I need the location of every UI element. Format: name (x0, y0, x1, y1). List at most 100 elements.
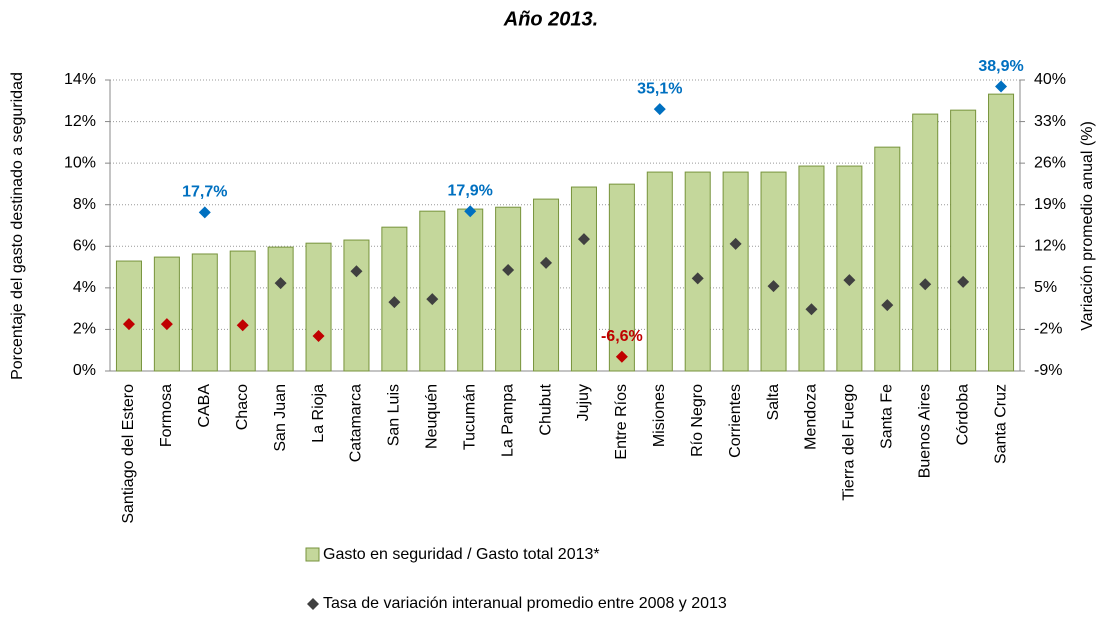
diamond (919, 278, 932, 291)
y2-tick-label: -9% (1034, 362, 1062, 379)
bar (457, 208, 484, 372)
diamond (274, 277, 287, 290)
bar (646, 171, 673, 372)
x-tick-label: Buenos Aires (916, 384, 933, 478)
y2-axis-label: Variación promedio anual (%) (1079, 121, 1096, 331)
y-tick-label: 10% (64, 154, 96, 171)
diamond (388, 296, 401, 309)
bar (570, 186, 597, 372)
diamond (350, 265, 363, 278)
x-tick-label: Catamarca (348, 384, 365, 462)
x-tick-label: Salta (765, 384, 782, 421)
y-tick-label: 6% (73, 238, 96, 255)
bar (267, 246, 294, 372)
bar (760, 171, 787, 372)
diamond (653, 103, 666, 116)
y-tick-label: 0% (73, 362, 96, 379)
diamond (957, 275, 970, 288)
diamond (312, 329, 325, 342)
x-tick-label: San Luis (386, 384, 403, 446)
diamond (236, 319, 249, 332)
bar (419, 210, 446, 372)
x-tick-label: Misiones (651, 384, 668, 447)
diamond (995, 80, 1008, 93)
diamond (843, 274, 856, 287)
bar (988, 93, 1015, 372)
x-tick-label: La Pampa (499, 384, 516, 457)
legend-label: Gasto en seguridad / Gasto total 2013* (323, 546, 600, 563)
bar (950, 109, 977, 372)
x-tick-label: La Rioja (310, 384, 327, 443)
diamond (540, 256, 553, 269)
data-label: 35,1% (637, 80, 682, 97)
bar (912, 113, 939, 372)
bar (305, 242, 332, 372)
x-tick-label: Mendoza (803, 384, 820, 450)
diamond (160, 318, 173, 331)
legend-swatch (305, 547, 320, 562)
x-tick-label: Santiago del Estero (120, 384, 137, 524)
bar (495, 206, 522, 372)
diamond (805, 303, 818, 316)
x-tick-label: CABA (196, 384, 213, 428)
y2-tick-label: 40% (1034, 71, 1066, 88)
diamond (691, 272, 704, 285)
y2-tick-label: 5% (1034, 279, 1057, 296)
y2-tick-label: 26% (1034, 154, 1066, 171)
x-tick-label: Río Negro (689, 384, 706, 457)
diamond (767, 280, 780, 293)
data-label: 17,7% (182, 184, 227, 201)
y-tick-label: 2% (73, 321, 96, 338)
diamond (615, 350, 628, 363)
chart-title: Año 2013. (503, 8, 598, 30)
x-tick-label: San Juan (272, 384, 289, 452)
legend-marker (307, 598, 319, 610)
data-label: 17,9% (448, 182, 493, 199)
bar (229, 250, 256, 372)
bar (343, 239, 370, 372)
y-tick-label: 4% (73, 279, 96, 296)
diamond (464, 205, 477, 218)
y2-tick-label: 33% (1034, 113, 1066, 130)
x-tick-label: Chubut (537, 383, 554, 435)
bar (798, 165, 825, 372)
bar (836, 165, 863, 372)
y-tick-label: 14% (64, 71, 96, 88)
diamond (577, 233, 590, 246)
y2-tick-label: -2% (1034, 321, 1062, 338)
data-label: -6,6% (601, 328, 643, 345)
x-tick-label: Santa Fe (879, 384, 896, 449)
diamond (426, 293, 439, 306)
bar (722, 171, 749, 372)
diamond (122, 318, 135, 331)
x-tick-label: Córdoba (954, 384, 971, 445)
x-tick-label: Tierra del Fuego (841, 384, 858, 501)
legend-label: Tasa de variación interanual promedio en… (323, 595, 727, 612)
x-tick-label: Tucumán (461, 384, 478, 450)
diamond (729, 237, 742, 250)
x-tick-label: Santa Cruz (992, 384, 1009, 464)
x-tick-label: Formosa (158, 384, 175, 447)
bar (608, 183, 635, 372)
diamond (198, 206, 211, 219)
data-label: 38,9% (978, 58, 1023, 75)
y-tick-label: 12% (64, 113, 96, 130)
y-axis-label: Porcentaje del gasto destinado a segurid… (9, 72, 26, 380)
x-tick-label: Entre Ríos (613, 384, 630, 460)
bar (874, 146, 901, 372)
bar (153, 256, 180, 372)
y2-tick-label: 12% (1034, 238, 1066, 255)
x-tick-label: Chaco (234, 384, 251, 430)
x-tick-label: Corrientes (727, 384, 744, 458)
x-tick-label: Neuquén (424, 384, 441, 449)
diamond (881, 299, 894, 312)
bar (684, 171, 711, 372)
y-tick-label: 8% (73, 196, 96, 213)
bar (191, 253, 218, 372)
x-tick-label: Jujuy (575, 384, 592, 421)
bar (533, 198, 560, 372)
y2-tick-label: 19% (1034, 196, 1066, 213)
diamond (502, 264, 515, 277)
bar (115, 260, 142, 372)
